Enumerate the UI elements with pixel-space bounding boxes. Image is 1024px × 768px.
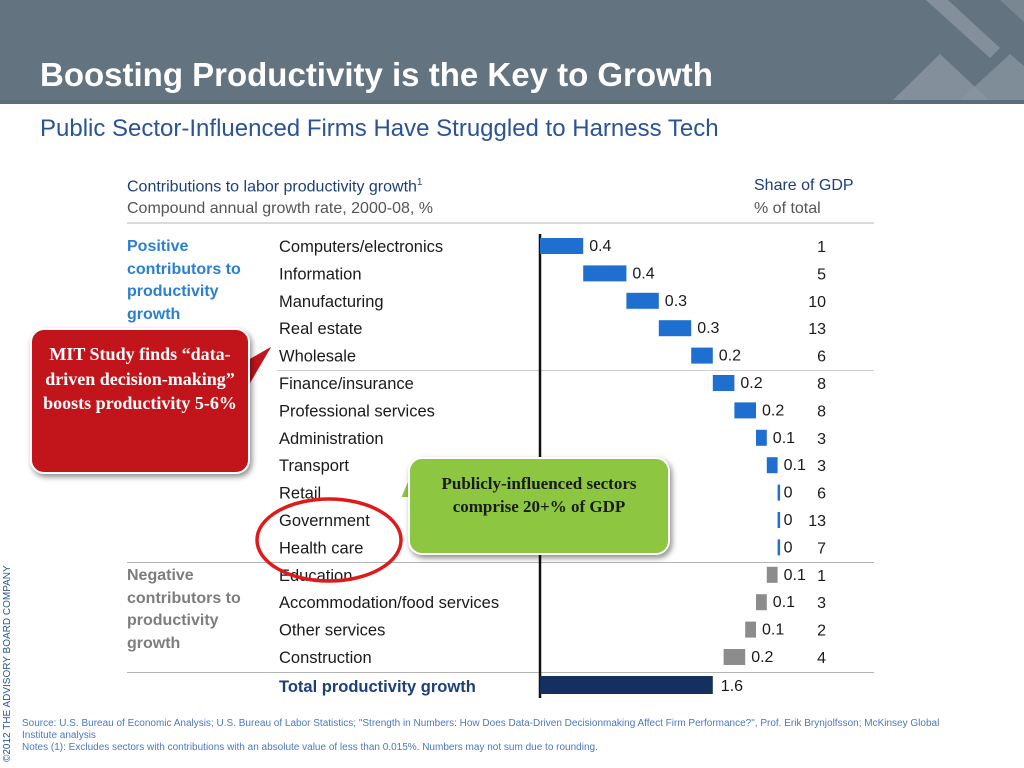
bar-15 <box>723 649 746 665</box>
footnotes: Source: U.S. Bureau of Economic Analysis… <box>22 718 962 754</box>
bar-11 <box>777 539 781 556</box>
share-of-gdp-8: 3 <box>817 458 826 475</box>
value-label-11: 0 <box>784 539 793 556</box>
category-label-10: Government <box>279 512 370 530</box>
value-label-9: 0 <box>784 485 793 502</box>
category-label-0: Computers/electronics <box>279 238 443 256</box>
bar-9 <box>777 484 781 501</box>
bar-4 <box>691 347 713 364</box>
share-column-subtitle: % of total <box>754 200 821 217</box>
value-label-3: 0.3 <box>697 320 719 337</box>
value-label-5: 0.2 <box>740 375 762 392</box>
value-label-2: 0.3 <box>665 293 687 310</box>
total-bar <box>540 676 713 694</box>
share-column-title: Share of GDP <box>754 177 854 194</box>
share-of-gdp-7: 3 <box>817 431 826 448</box>
advisory-board-logo <box>893 0 1024 100</box>
share-of-gdp-14: 2 <box>817 623 826 640</box>
bar-6 <box>734 402 756 419</box>
bar-0 <box>540 238 584 254</box>
chart-title-text: Contributions to labor productivity grow… <box>127 178 417 196</box>
share-of-gdp-0: 1 <box>817 239 826 256</box>
bar-13 <box>756 594 767 611</box>
category-label-15: Construction <box>279 649 372 667</box>
bar-12 <box>766 566 778 583</box>
bar-14 <box>745 621 756 638</box>
bar-2 <box>626 292 659 309</box>
chart-title-footnote-marker: 1 <box>416 177 423 188</box>
bar-1 <box>583 265 627 282</box>
value-label-14: 0.1 <box>762 622 784 639</box>
category-label-3: Real estate <box>279 320 362 338</box>
category-label-9: Retail <box>279 485 321 503</box>
category-label-8: Transport <box>279 457 349 475</box>
notes-line: Notes (1): Excludes sectors with contrib… <box>22 742 598 753</box>
red-callout-pointer <box>245 341 277 396</box>
slide-subtitle: Public Sector-Influenced Firms Have Stru… <box>40 115 719 142</box>
group-label-positive: Positive contributors to productivity gr… <box>127 238 241 323</box>
value-label-6: 0.2 <box>762 402 784 419</box>
chart-subtitle: Compound annual growth rate, 2000-08, % <box>127 200 433 217</box>
share-of-gdp-12: 1 <box>817 568 826 585</box>
value-label-8: 0.1 <box>784 457 806 474</box>
category-label-4: Wholesale <box>279 348 356 366</box>
bar-10 <box>777 512 781 528</box>
public-sector-callout <box>408 457 670 555</box>
value-label-12: 0.1 <box>784 567 806 584</box>
value-label-7: 0.1 <box>773 430 795 447</box>
value-label-1: 0.4 <box>632 265 654 282</box>
category-label-2: Manufacturing <box>279 293 384 311</box>
share-of-gdp-1: 5 <box>817 266 826 283</box>
total-label: Total productivity growth <box>279 678 476 696</box>
category-label-14: Other services <box>279 622 385 640</box>
group-label-negative: Negative contributors to productivity gr… <box>127 567 241 652</box>
share-of-gdp-4: 6 <box>817 349 826 366</box>
share-of-gdp-11: 7 <box>817 540 826 557</box>
bar-7 <box>756 429 767 446</box>
category-label-7: Administration <box>279 430 384 448</box>
value-label-10: 0 <box>784 512 793 529</box>
header-rule <box>0 100 1024 104</box>
value-label-15: 0.2 <box>751 649 773 666</box>
category-label-5: Finance/insurance <box>279 375 414 393</box>
mit-study-callout <box>30 328 250 474</box>
bar-5 <box>712 375 735 391</box>
value-label-13: 0.1 <box>773 594 795 611</box>
category-label-1: Information <box>279 265 362 283</box>
share-of-gdp-15: 4 <box>817 650 826 667</box>
bar-8 <box>766 457 778 474</box>
source-note: Source: U.S. Bureau of Economic Analysis… <box>22 718 940 741</box>
value-label-4: 0.2 <box>719 348 741 365</box>
bar-3 <box>658 320 692 337</box>
value-label-0: 0.4 <box>589 238 611 255</box>
chart-title: Contributions to labor productivity grow… <box>127 177 422 196</box>
header-band <box>0 0 1024 100</box>
highlight-circle <box>255 497 403 583</box>
share-of-gdp-13: 3 <box>817 595 826 612</box>
share-of-gdp-2: 10 <box>808 294 826 311</box>
share-of-gdp-3: 13 <box>808 321 826 338</box>
slide-title: Boosting Productivity is the Key to Grow… <box>40 56 713 93</box>
category-label-6: Professional services <box>279 402 435 420</box>
share-of-gdp-10: 13 <box>808 513 826 530</box>
mit-study-callout-text: MIT Study finds “data-driven decision-ma… <box>43 344 237 413</box>
category-label-11: Health care <box>279 539 363 557</box>
category-label-13: Accommodation/food services <box>279 594 499 612</box>
public-sector-callout-text: Publicly-influenced sectors comprise 20+… <box>441 474 637 516</box>
share-of-gdp-9: 6 <box>817 486 826 503</box>
total-value-label: 1.6 <box>721 678 743 695</box>
share-of-gdp-5: 8 <box>817 376 826 393</box>
share-of-gdp-6: 8 <box>817 403 826 420</box>
